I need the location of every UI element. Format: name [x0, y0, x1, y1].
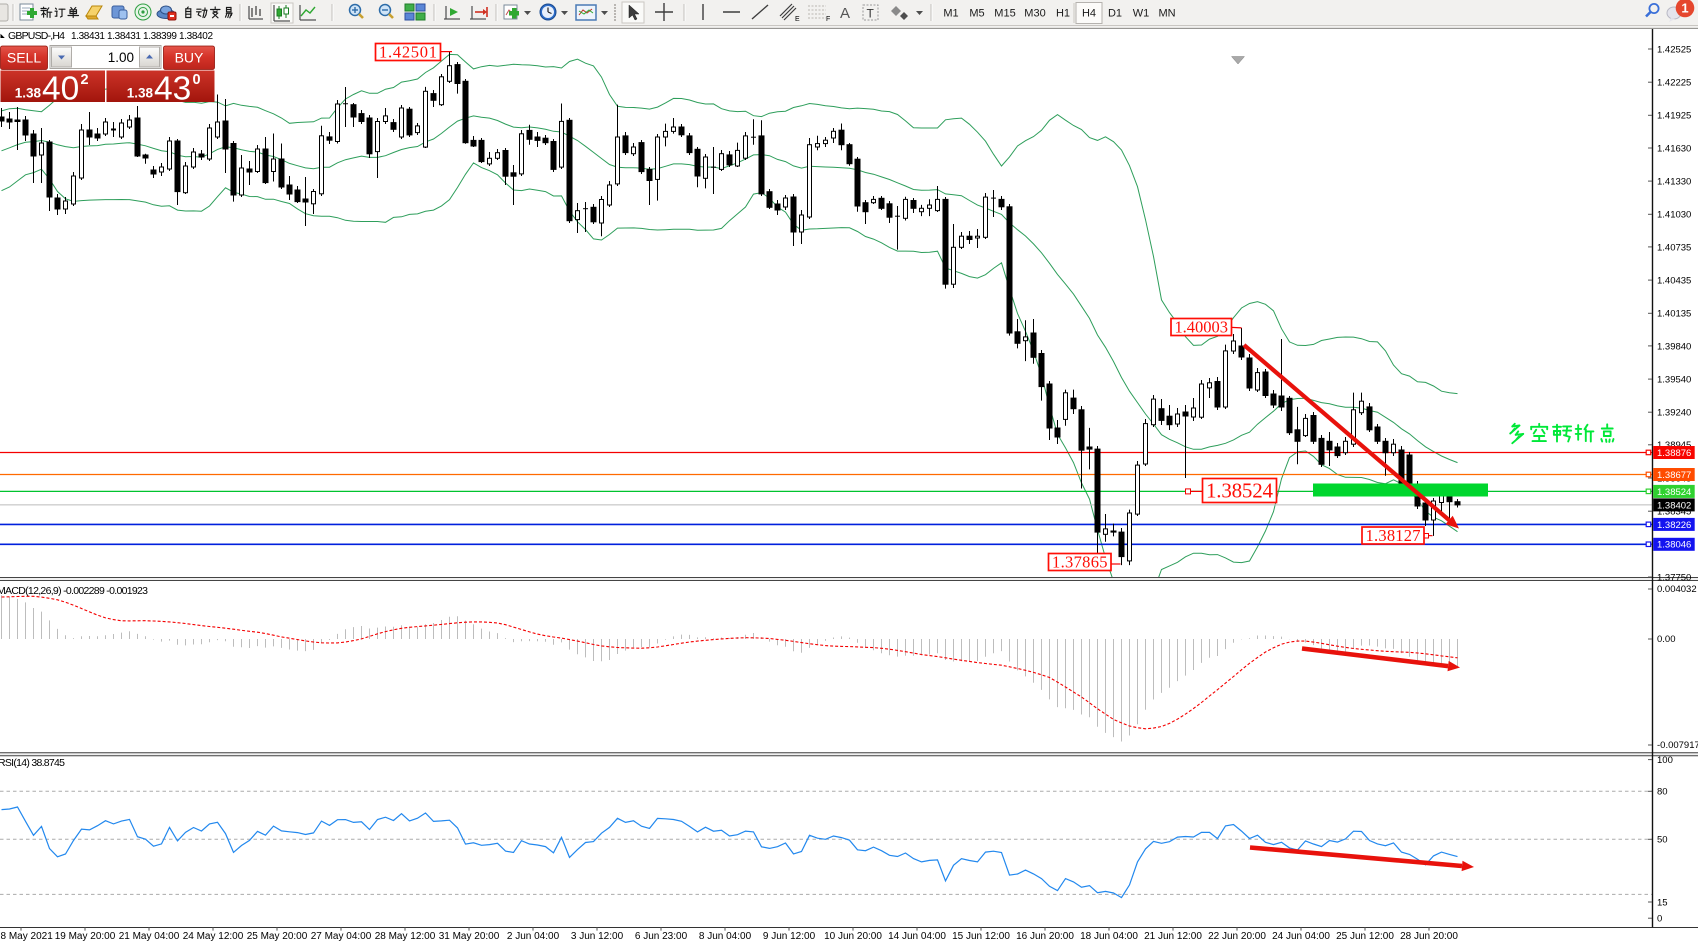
svg-text:10 Jun 20:00: 10 Jun 20:00	[824, 931, 882, 941]
svg-text:MACD(12,26,9) -0.002289 -0.001: MACD(12,26,9) -0.002289 -0.001923	[0, 585, 148, 597]
svg-text:1.38046: 1.38046	[1657, 540, 1691, 551]
svg-text:14 Jun 04:00: 14 Jun 04:00	[888, 931, 946, 941]
svg-text:1.00: 1.00	[108, 50, 134, 65]
svg-text:1.40435: 1.40435	[1657, 276, 1691, 287]
svg-text:25 May 20:00: 25 May 20:00	[247, 931, 308, 941]
svg-text:MN: MN	[1158, 8, 1175, 20]
svg-text:16 Jun 20:00: 16 Jun 20:00	[1016, 931, 1074, 941]
svg-text:1.40735: 1.40735	[1657, 242, 1691, 253]
svg-text:D1: D1	[1108, 8, 1122, 20]
svg-text:1.41630: 1.41630	[1657, 143, 1691, 154]
svg-text:50: 50	[1657, 835, 1668, 846]
svg-text:GBPUSD-,H4: GBPUSD-,H4	[8, 30, 65, 42]
svg-text:0.004032: 0.004032	[1657, 584, 1697, 595]
svg-text:H1: H1	[1056, 8, 1070, 20]
svg-text:1.40135: 1.40135	[1657, 309, 1691, 320]
svg-text:8 Jun 04:00: 8 Jun 04:00	[699, 931, 752, 941]
svg-text:F: F	[826, 16, 830, 23]
svg-text:1: 1	[1681, 1, 1688, 16]
svg-text:1.39840: 1.39840	[1657, 341, 1691, 352]
svg-text:1.39540: 1.39540	[1657, 375, 1691, 386]
svg-text:1.40003: 1.40003	[1174, 317, 1228, 336]
svg-text:28 May 12:00: 28 May 12:00	[375, 931, 436, 941]
svg-text:3 Jun 12:00: 3 Jun 12:00	[571, 931, 624, 941]
svg-text:24 Jun 04:00: 24 Jun 04:00	[1272, 931, 1330, 941]
svg-text:43: 43	[154, 71, 191, 108]
svg-text:24 May 12:00: 24 May 12:00	[183, 931, 244, 941]
svg-text:M5: M5	[969, 8, 984, 20]
svg-text:1.39240: 1.39240	[1657, 408, 1691, 419]
svg-text:H4: H4	[1082, 8, 1096, 20]
svg-text:1.42501: 1.42501	[379, 42, 437, 61]
svg-text:19 May 20:00: 19 May 20:00	[55, 931, 116, 941]
svg-text:15: 15	[1657, 897, 1668, 908]
svg-text:1.38524: 1.38524	[1206, 478, 1274, 502]
svg-text:BUY: BUY	[175, 50, 204, 66]
svg-text:1.38876: 1.38876	[1657, 448, 1691, 459]
svg-text:27 May 04:00: 27 May 04:00	[311, 931, 372, 941]
svg-text:SELL: SELL	[7, 50, 41, 66]
svg-text:21 Jun 12:00: 21 Jun 12:00	[1144, 931, 1202, 941]
svg-text:0: 0	[1657, 914, 1662, 925]
svg-text:-0.007917: -0.007917	[1657, 740, 1698, 751]
svg-text:40: 40	[42, 71, 79, 108]
svg-text:1.38127: 1.38127	[1366, 526, 1421, 545]
svg-text:8 May 2021: 8 May 2021	[1, 931, 54, 941]
svg-text:RSI(14) 38.8745: RSI(14) 38.8745	[0, 757, 65, 769]
svg-text:2 Jun 04:00: 2 Jun 04:00	[507, 931, 560, 941]
svg-text:M30: M30	[1024, 8, 1045, 20]
svg-text:M15: M15	[994, 8, 1015, 20]
svg-text:9 Jun 12:00: 9 Jun 12:00	[763, 931, 816, 941]
svg-text:1.42525: 1.42525	[1657, 44, 1691, 55]
svg-text:0: 0	[193, 72, 201, 88]
svg-text:A: A	[840, 5, 850, 22]
svg-text:1.42225: 1.42225	[1657, 78, 1691, 89]
svg-text:2: 2	[81, 72, 89, 88]
svg-text:100: 100	[1657, 755, 1673, 766]
svg-text:1.37865: 1.37865	[1052, 552, 1108, 571]
svg-text:1.38677: 1.38677	[1657, 470, 1691, 481]
svg-text:M1: M1	[943, 8, 958, 20]
svg-text:18 Jun 04:00: 18 Jun 04:00	[1080, 931, 1138, 941]
svg-text:6 Jun 23:00: 6 Jun 23:00	[635, 931, 688, 941]
svg-text:E: E	[795, 16, 800, 23]
svg-text:1.41330: 1.41330	[1657, 177, 1691, 188]
svg-text:1.38431 1.38431 1.38399 1.3840: 1.38431 1.38431 1.38399 1.38402	[71, 31, 213, 42]
svg-text:80: 80	[1657, 787, 1668, 798]
svg-text:W1: W1	[1133, 8, 1150, 20]
svg-text:31 May 20:00: 31 May 20:00	[439, 931, 500, 941]
svg-text:15 Jun 12:00: 15 Jun 12:00	[952, 931, 1010, 941]
svg-text:1.38: 1.38	[127, 86, 154, 101]
svg-text:1.38524: 1.38524	[1657, 487, 1691, 498]
svg-text:1.41030: 1.41030	[1657, 210, 1691, 221]
svg-text:1.38402: 1.38402	[1657, 500, 1691, 511]
svg-text:1.41925: 1.41925	[1657, 111, 1691, 122]
svg-text:1.38: 1.38	[15, 86, 42, 101]
svg-text:22 Jun 20:00: 22 Jun 20:00	[1208, 931, 1266, 941]
svg-text:0.00: 0.00	[1657, 634, 1676, 645]
svg-text:25 Jun 12:00: 25 Jun 12:00	[1336, 931, 1394, 941]
svg-text:1.38226: 1.38226	[1657, 520, 1691, 531]
svg-text:28 Jun 20:00: 28 Jun 20:00	[1400, 931, 1458, 941]
svg-text:21 May 04:00: 21 May 04:00	[119, 931, 180, 941]
svg-text:1.37750: 1.37750	[1657, 572, 1691, 583]
svg-text:T: T	[867, 7, 875, 21]
